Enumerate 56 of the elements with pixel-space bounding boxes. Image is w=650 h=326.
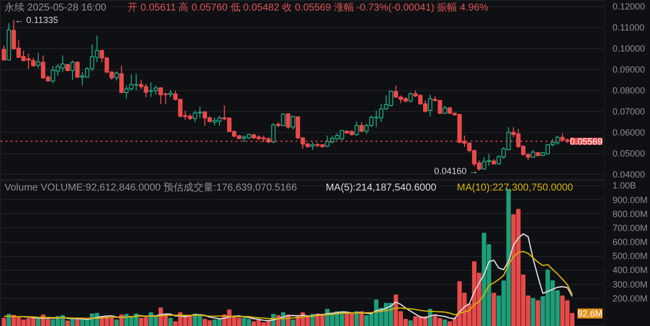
y-tick-label: 0.05000 (612, 148, 646, 159)
y-tick-label: 0.04000 (612, 170, 646, 180)
bar (114, 320, 119, 326)
candlestick (36, 52, 40, 69)
chart-title: 永续 2025-05-28 16:00 (4, 2, 107, 14)
candlestick (354, 120, 359, 136)
bar (6, 314, 12, 326)
y-tick-label: 500.00M (612, 251, 648, 262)
y-tick-label: 0.08000 (612, 86, 646, 96)
candlestick (75, 60, 80, 78)
candlestick (428, 94, 432, 117)
candlestick (2, 44, 6, 62)
bar (36, 318, 40, 326)
bar (492, 292, 496, 326)
bar (442, 320, 448, 326)
bar (65, 320, 70, 326)
y-tick-label: 200.00M (612, 293, 648, 304)
y-tick-label: 0.09000 (612, 64, 646, 75)
y-tick-label: 0.06000 (612, 128, 646, 138)
line-series (22, 233, 573, 322)
y-tick-label: 1.00B (612, 180, 636, 191)
candlestick (408, 92, 413, 104)
chart-title: Volume VOLUME:92,612,846.0000 预估成交量:176,639,070.5166 (4, 182, 298, 194)
chart-subtitle: 开 0.05611 高 0.05760 低 0.05482 收 0.05569 涨幅 -0.73%(-0.00041) 振幅 4.96% (128, 2, 488, 14)
bar (290, 320, 296, 326)
annotation: ← 0.11335 (14, 15, 58, 26)
candlestick (119, 65, 124, 94)
y-tick-label: 600.00M (612, 237, 648, 248)
bar (408, 320, 413, 326)
ref-line-label: 0.05569 (570, 136, 603, 147)
bar (536, 300, 540, 326)
candlestick (114, 70, 119, 82)
y-tick-label: 800.00M (612, 208, 648, 219)
bar (2, 318, 6, 326)
candlestick (286, 113, 290, 130)
candlestick (280, 112, 286, 128)
y-tick-label: 400.00M (612, 265, 648, 276)
y-tick-label: 900.00M (612, 194, 648, 205)
text: MA(10):227,300,750.0000 (456, 182, 574, 194)
line-series (3, 250, 573, 320)
y-tick-label: 0.07000 (612, 106, 646, 117)
y-tick-label: 0.10000 (612, 44, 646, 54)
annotation: 0.04160 → (434, 166, 478, 176)
candlestick (70, 60, 75, 80)
candlestick (359, 122, 364, 133)
bar (530, 298, 536, 326)
candlestick (290, 115, 296, 130)
bar (75, 318, 80, 326)
y-tick-label: 700.00M (612, 222, 648, 233)
text: MA(5):214,187,540.6000 (326, 182, 437, 194)
y-tick-label: 0.12000 (612, 2, 646, 12)
annotation: 92.6M (577, 308, 602, 318)
bar (168, 318, 173, 326)
y-tick-label: 0.11000 (612, 22, 644, 33)
y-tick-label: 300.00M (612, 279, 648, 290)
candlestick (271, 122, 276, 144)
